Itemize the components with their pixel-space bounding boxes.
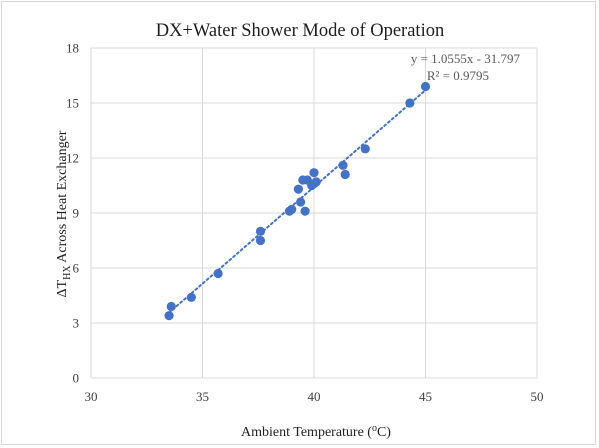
y-tick-label: 6 (73, 261, 80, 276)
x-tick-labels: 30 35 40 45 50 (85, 389, 544, 404)
data-point (309, 168, 319, 178)
y-tick-label: 18 (66, 41, 79, 56)
y-axis-title: ΔTHX Across Heat Exchanger (55, 130, 73, 297)
gridlines (90, 47, 538, 379)
y-tick-label: 3 (73, 316, 80, 331)
data-point (340, 169, 350, 180)
y-tick-labels: 0 3 6 9 12 15 18 (66, 41, 80, 386)
x-axis-title-main: Ambient Temperature ( (241, 425, 372, 440)
data-point (287, 204, 297, 214)
r-squared-label: R² = 0.9795 (427, 68, 489, 83)
data-points (164, 81, 431, 321)
data-point (166, 301, 176, 312)
y-tick-label: 0 (73, 371, 80, 386)
y-tick-label: 12 (66, 151, 79, 166)
y-tick-label: 15 (66, 96, 79, 111)
x-axis-title-tail: C) (377, 425, 391, 440)
data-point (213, 268, 223, 279)
trendline-equation: y = 1.0555x - 31.797 (411, 51, 521, 66)
x-tick-label: 45 (419, 389, 432, 404)
data-point (186, 292, 196, 302)
data-point (405, 98, 415, 108)
data-point (255, 226, 266, 236)
y-tick-label: 9 (73, 206, 80, 221)
y-axis-title-tail: Across Heat Exchanger (55, 130, 70, 265)
data-point (296, 197, 306, 207)
y-axis-title-main: ΔT (55, 279, 70, 297)
x-tick-label: 40 (308, 389, 321, 404)
chart-title: DX+Water Shower Mode of Operation (156, 21, 444, 41)
data-point (293, 184, 303, 194)
data-point (360, 144, 370, 154)
x-axis-title-superscript: o (372, 423, 377, 434)
data-point (338, 160, 348, 170)
x-tick-label: 35 (196, 389, 209, 404)
y-axis-title-subscript: HX (62, 265, 73, 280)
data-point (164, 311, 174, 321)
data-point (420, 81, 431, 92)
data-point (311, 177, 321, 187)
x-tick-label: 30 (85, 389, 98, 404)
x-axis-title: Ambient Temperature (oC) (241, 423, 391, 440)
x-tick-label: 50 (531, 389, 544, 404)
data-point (300, 206, 310, 216)
data-point (255, 235, 266, 246)
